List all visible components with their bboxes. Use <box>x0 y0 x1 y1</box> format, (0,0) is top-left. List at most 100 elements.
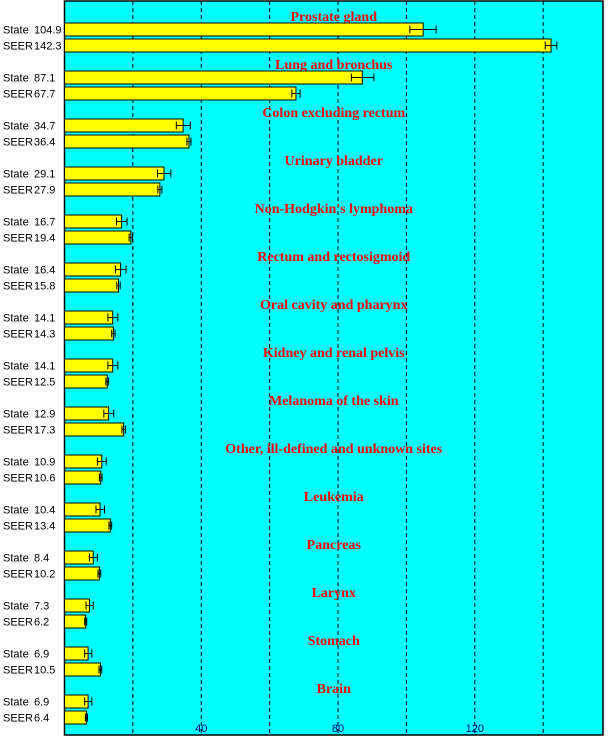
seer-value: 36.4 <box>34 137 55 149</box>
seer-bar <box>64 134 190 149</box>
seer-label: SEER <box>3 233 33 245</box>
state-value: 6.9 <box>34 697 49 709</box>
state-bar <box>64 310 114 325</box>
state-value: 14.1 <box>34 313 55 325</box>
seer-label: SEER <box>3 473 33 485</box>
seer-value: 10.5 <box>34 665 55 677</box>
seer-value: 15.8 <box>34 281 55 293</box>
seer-bar <box>64 422 125 437</box>
seer-label: SEER <box>3 89 33 101</box>
group-title: Leukemia <box>304 490 364 505</box>
seer-label: SEER <box>3 569 33 581</box>
state-label: State <box>3 121 29 133</box>
state-value: 6.9 <box>34 649 49 661</box>
state-bar <box>64 166 165 181</box>
seer-value: 17.3 <box>34 425 55 437</box>
seer-bar <box>64 518 111 533</box>
seer-value: 13.4 <box>34 521 55 533</box>
state-bar <box>64 358 114 373</box>
group-title: Larynx <box>312 586 356 601</box>
state-label: State <box>3 25 29 37</box>
seer-value: 14.3 <box>34 329 55 341</box>
state-bar <box>64 502 101 517</box>
x-tick-label: 40 <box>195 723 207 735</box>
group-title: Rectum and rectosigmoid <box>257 250 410 265</box>
seer-bar <box>64 38 552 53</box>
seer-bar <box>64 710 87 725</box>
state-value: 16.4 <box>34 265 55 277</box>
seer-bar <box>64 326 114 341</box>
seer-value: 10.6 <box>34 473 55 485</box>
state-value: 7.3 <box>34 601 49 613</box>
state-bar <box>64 22 424 37</box>
seer-value: 19.4 <box>34 233 55 245</box>
seer-label: SEER <box>3 665 33 677</box>
seer-label: SEER <box>3 41 33 53</box>
group-title: Prostate gland <box>291 10 378 25</box>
group-title: Melanoma of the skin <box>269 394 399 409</box>
seer-bar <box>64 566 100 581</box>
seer-bar <box>64 86 297 101</box>
seer-label: SEER <box>3 281 33 293</box>
state-label: State <box>3 169 29 181</box>
seer-value: 142.3 <box>34 41 62 53</box>
state-value: 29.1 <box>34 169 55 181</box>
seer-value: 27.9 <box>34 185 55 197</box>
seer-bar <box>64 662 101 677</box>
state-value: 16.7 <box>34 217 55 229</box>
state-value: 14.1 <box>34 361 55 373</box>
state-label: State <box>3 505 29 517</box>
state-value: 10.9 <box>34 457 55 469</box>
seer-bar <box>64 230 132 245</box>
state-bar <box>64 70 363 85</box>
group-title: Stomach <box>308 634 360 649</box>
state-value: 104.9 <box>34 25 62 37</box>
state-label: State <box>3 697 29 709</box>
seer-label: SEER <box>3 185 33 197</box>
seer-value: 10.2 <box>34 569 55 581</box>
seer-label: SEER <box>3 329 33 341</box>
state-label: State <box>3 313 29 325</box>
seer-label: SEER <box>3 425 33 437</box>
state-value: 34.7 <box>34 121 55 133</box>
state-label: State <box>3 601 29 613</box>
state-value: 87.1 <box>34 73 55 85</box>
state-value: 12.9 <box>34 409 55 421</box>
state-value: 8.4 <box>34 553 49 565</box>
state-bar <box>64 262 122 277</box>
seer-label: SEER <box>3 617 33 629</box>
group-title: Non-Hodgkin's lymphoma <box>255 202 413 217</box>
state-label: State <box>3 217 29 229</box>
seer-label: SEER <box>3 137 33 149</box>
seer-bar <box>64 470 102 485</box>
group-title: Colon excluding rectum <box>262 106 405 121</box>
group-title: Urinary bladder <box>285 154 383 169</box>
state-bar <box>64 454 103 469</box>
state-label: State <box>3 649 29 661</box>
state-value: 10.4 <box>34 505 55 517</box>
group-title: Lung and bronchus <box>275 58 393 73</box>
seer-bar <box>64 182 161 197</box>
group-title: Kidney and renal pelvis <box>263 346 405 361</box>
group-title: Brain <box>317 682 351 697</box>
seer-value: 6.4 <box>34 713 49 725</box>
seer-label: SEER <box>3 713 33 725</box>
state-bar <box>64 550 94 565</box>
state-label: State <box>3 265 29 277</box>
seer-value: 12.5 <box>34 377 55 389</box>
x-tick-label: 80 <box>332 723 344 735</box>
seer-bar <box>64 614 87 629</box>
seer-label: SEER <box>3 521 33 533</box>
seer-value: 6.2 <box>34 617 49 629</box>
seer-bar <box>64 374 108 389</box>
state-bar <box>64 214 123 229</box>
seer-value: 67.7 <box>34 89 55 101</box>
seer-label: SEER <box>3 377 33 389</box>
state-label: State <box>3 409 29 421</box>
state-label: State <box>3 553 29 565</box>
state-label: State <box>3 361 29 373</box>
state-bar <box>64 406 110 421</box>
state-label: State <box>3 73 29 85</box>
group-title: Oral cavity and pharynx <box>260 298 407 313</box>
